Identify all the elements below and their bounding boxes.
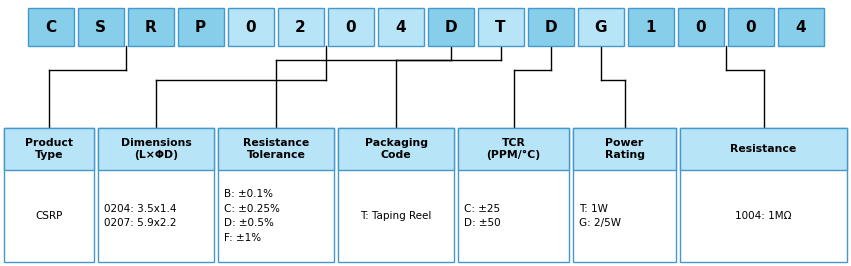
FancyBboxPatch shape [227,8,273,46]
Text: Dimensions
(L×ΦD): Dimensions (L×ΦD) [121,138,191,160]
Text: Resistance
Tolerance: Resistance Tolerance [243,138,309,160]
Text: Product
Type: Product Type [25,138,73,160]
FancyBboxPatch shape [677,8,723,46]
Text: TCR
(PPM/°C): TCR (PPM/°C) [487,138,540,160]
Text: B: ±0.1%
C: ±0.25%
D: ±0.5%
F: ±1%: B: ±0.1% C: ±0.25% D: ±0.5% F: ±1% [224,189,280,243]
FancyBboxPatch shape [98,128,214,170]
Text: G: G [594,19,607,35]
FancyBboxPatch shape [218,128,334,262]
FancyBboxPatch shape [728,8,774,46]
Text: R: R [145,19,157,35]
Text: 0204: 3.5x1.4
0207: 5.9x2.2: 0204: 3.5x1.4 0207: 5.9x2.2 [104,203,176,228]
FancyBboxPatch shape [338,128,454,262]
Text: D: D [544,19,557,35]
FancyBboxPatch shape [77,8,123,46]
Text: 4: 4 [795,19,806,35]
FancyBboxPatch shape [178,8,224,46]
Text: 0: 0 [745,19,756,35]
Text: T: 1W
G: 2/5W: T: 1W G: 2/5W [579,203,621,228]
FancyBboxPatch shape [528,8,574,46]
Text: 2: 2 [295,19,306,35]
FancyBboxPatch shape [573,128,676,262]
FancyBboxPatch shape [128,8,174,46]
Text: S: S [95,19,106,35]
FancyBboxPatch shape [328,8,374,46]
Text: P: P [195,19,206,35]
FancyBboxPatch shape [458,128,569,262]
Text: Resistance: Resistance [730,144,797,154]
Text: T: T [495,19,505,35]
FancyBboxPatch shape [627,8,673,46]
FancyBboxPatch shape [427,8,473,46]
FancyBboxPatch shape [477,8,523,46]
FancyBboxPatch shape [338,128,454,170]
Text: 1: 1 [645,19,656,35]
FancyBboxPatch shape [277,8,323,46]
FancyBboxPatch shape [680,128,847,262]
FancyBboxPatch shape [778,8,824,46]
FancyBboxPatch shape [378,8,424,46]
FancyBboxPatch shape [573,128,676,170]
Text: 0: 0 [346,19,356,35]
FancyBboxPatch shape [27,8,73,46]
Text: Power
Rating: Power Rating [604,138,644,160]
FancyBboxPatch shape [4,128,94,262]
FancyBboxPatch shape [98,128,214,262]
FancyBboxPatch shape [4,128,94,170]
Text: Packaging
Code: Packaging Code [364,138,427,160]
FancyBboxPatch shape [578,8,624,46]
Text: T: Taping Reel: T: Taping Reel [360,211,431,221]
Text: C: ±25
D: ±50: C: ±25 D: ±50 [464,203,500,228]
Text: C: C [45,19,56,35]
Text: 1004: 1MΩ: 1004: 1MΩ [735,211,791,221]
Text: 0: 0 [695,19,705,35]
Text: 4: 4 [395,19,406,35]
FancyBboxPatch shape [218,128,334,170]
FancyBboxPatch shape [680,128,847,170]
FancyBboxPatch shape [458,128,569,170]
Text: D: D [444,19,457,35]
Text: 0: 0 [245,19,256,35]
Text: CSRP: CSRP [35,211,63,221]
